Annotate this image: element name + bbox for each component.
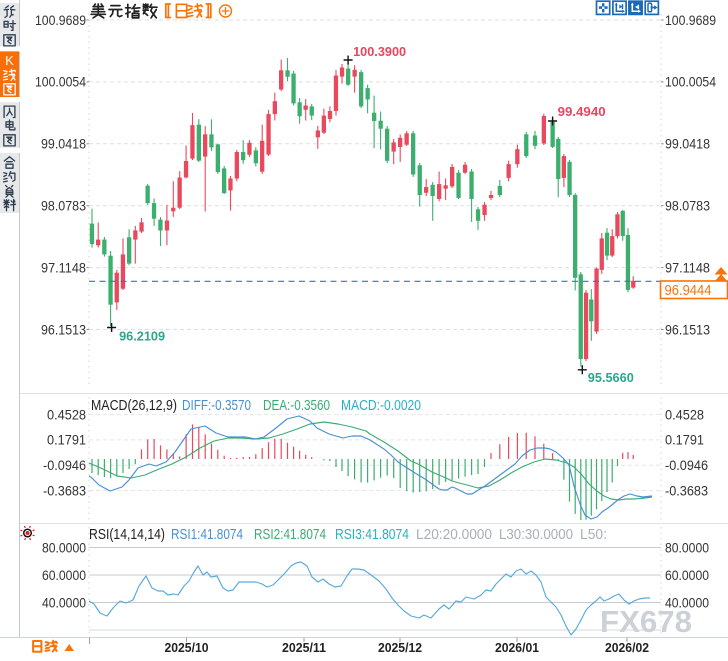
svg-text:2025/12: 2025/12	[378, 640, 422, 655]
svg-text:2025/11: 2025/11	[282, 640, 326, 655]
svg-text:K: K	[5, 53, 14, 68]
svg-text:96.2109: 96.2109	[119, 329, 165, 344]
svg-text:RSI1:41.8074: RSI1:41.8074	[171, 527, 243, 543]
svg-text:96.1513: 96.1513	[665, 322, 710, 337]
svg-text:0.1791: 0.1791	[47, 433, 86, 448]
svg-text:L50:: L50:	[580, 527, 607, 543]
svg-text:-0.0946: -0.0946	[665, 458, 708, 473]
svg-text:2026/01: 2026/01	[495, 640, 539, 655]
svg-text:-0.0946: -0.0946	[43, 458, 86, 473]
svg-text:95.5660: 95.5660	[588, 370, 634, 385]
svg-text:2026/02: 2026/02	[605, 640, 649, 655]
svg-text:97.1148: 97.1148	[41, 260, 86, 275]
svg-text:60.0000: 60.0000	[42, 568, 86, 583]
svg-text:DEA:-0.3560: DEA:-0.3560	[263, 398, 330, 414]
svg-text:99.0418: 99.0418	[41, 137, 86, 152]
svg-text:0.4528: 0.4528	[665, 407, 704, 422]
svg-text:98.0783: 98.0783	[665, 199, 710, 214]
svg-text:0.4528: 0.4528	[47, 407, 86, 422]
svg-text:L20:20.0000: L20:20.0000	[416, 527, 492, 543]
svg-text:-0.3683: -0.3683	[43, 483, 86, 498]
svg-text:40.0000: 40.0000	[42, 595, 86, 610]
svg-text:99.4940: 99.4940	[558, 104, 606, 119]
svg-text:-0.3683: -0.3683	[665, 483, 708, 498]
svg-text:0.1791: 0.1791	[665, 433, 704, 448]
svg-text:60.0000: 60.0000	[665, 568, 709, 583]
svg-text:MACD:-0.0020: MACD:-0.0020	[341, 398, 421, 414]
svg-text:RSI3:41.8074: RSI3:41.8074	[335, 527, 409, 543]
svg-text:98.0783: 98.0783	[41, 199, 86, 214]
svg-text:RSI(14,14,14): RSI(14,14,14)	[89, 527, 165, 543]
svg-text:96.1513: 96.1513	[41, 322, 86, 337]
svg-text:80.0000: 80.0000	[42, 540, 86, 555]
svg-text:100.9689: 100.9689	[35, 13, 86, 28]
svg-text:96.9444: 96.9444	[665, 283, 712, 299]
svg-text:100.3900: 100.3900	[353, 44, 406, 59]
svg-text:L30:30.0000: L30:30.0000	[499, 527, 573, 543]
svg-text:100.0054: 100.0054	[665, 75, 716, 90]
svg-text:100.9689: 100.9689	[665, 13, 716, 28]
svg-text:40.0000: 40.0000	[665, 595, 709, 610]
svg-text:100.0054: 100.0054	[35, 75, 86, 90]
svg-text:2025/10: 2025/10	[165, 640, 209, 655]
svg-text:RSI2:41.8074: RSI2:41.8074	[254, 527, 326, 543]
svg-text:DIFF:-0.3570: DIFF:-0.3570	[182, 398, 251, 414]
svg-text:80.0000: 80.0000	[665, 540, 709, 555]
svg-text:99.0418: 99.0418	[665, 137, 710, 152]
svg-text:97.1148: 97.1148	[665, 260, 710, 275]
svg-text:FX678: FX678	[600, 604, 692, 639]
svg-text:MACD(26,12,9): MACD(26,12,9)	[91, 398, 177, 414]
